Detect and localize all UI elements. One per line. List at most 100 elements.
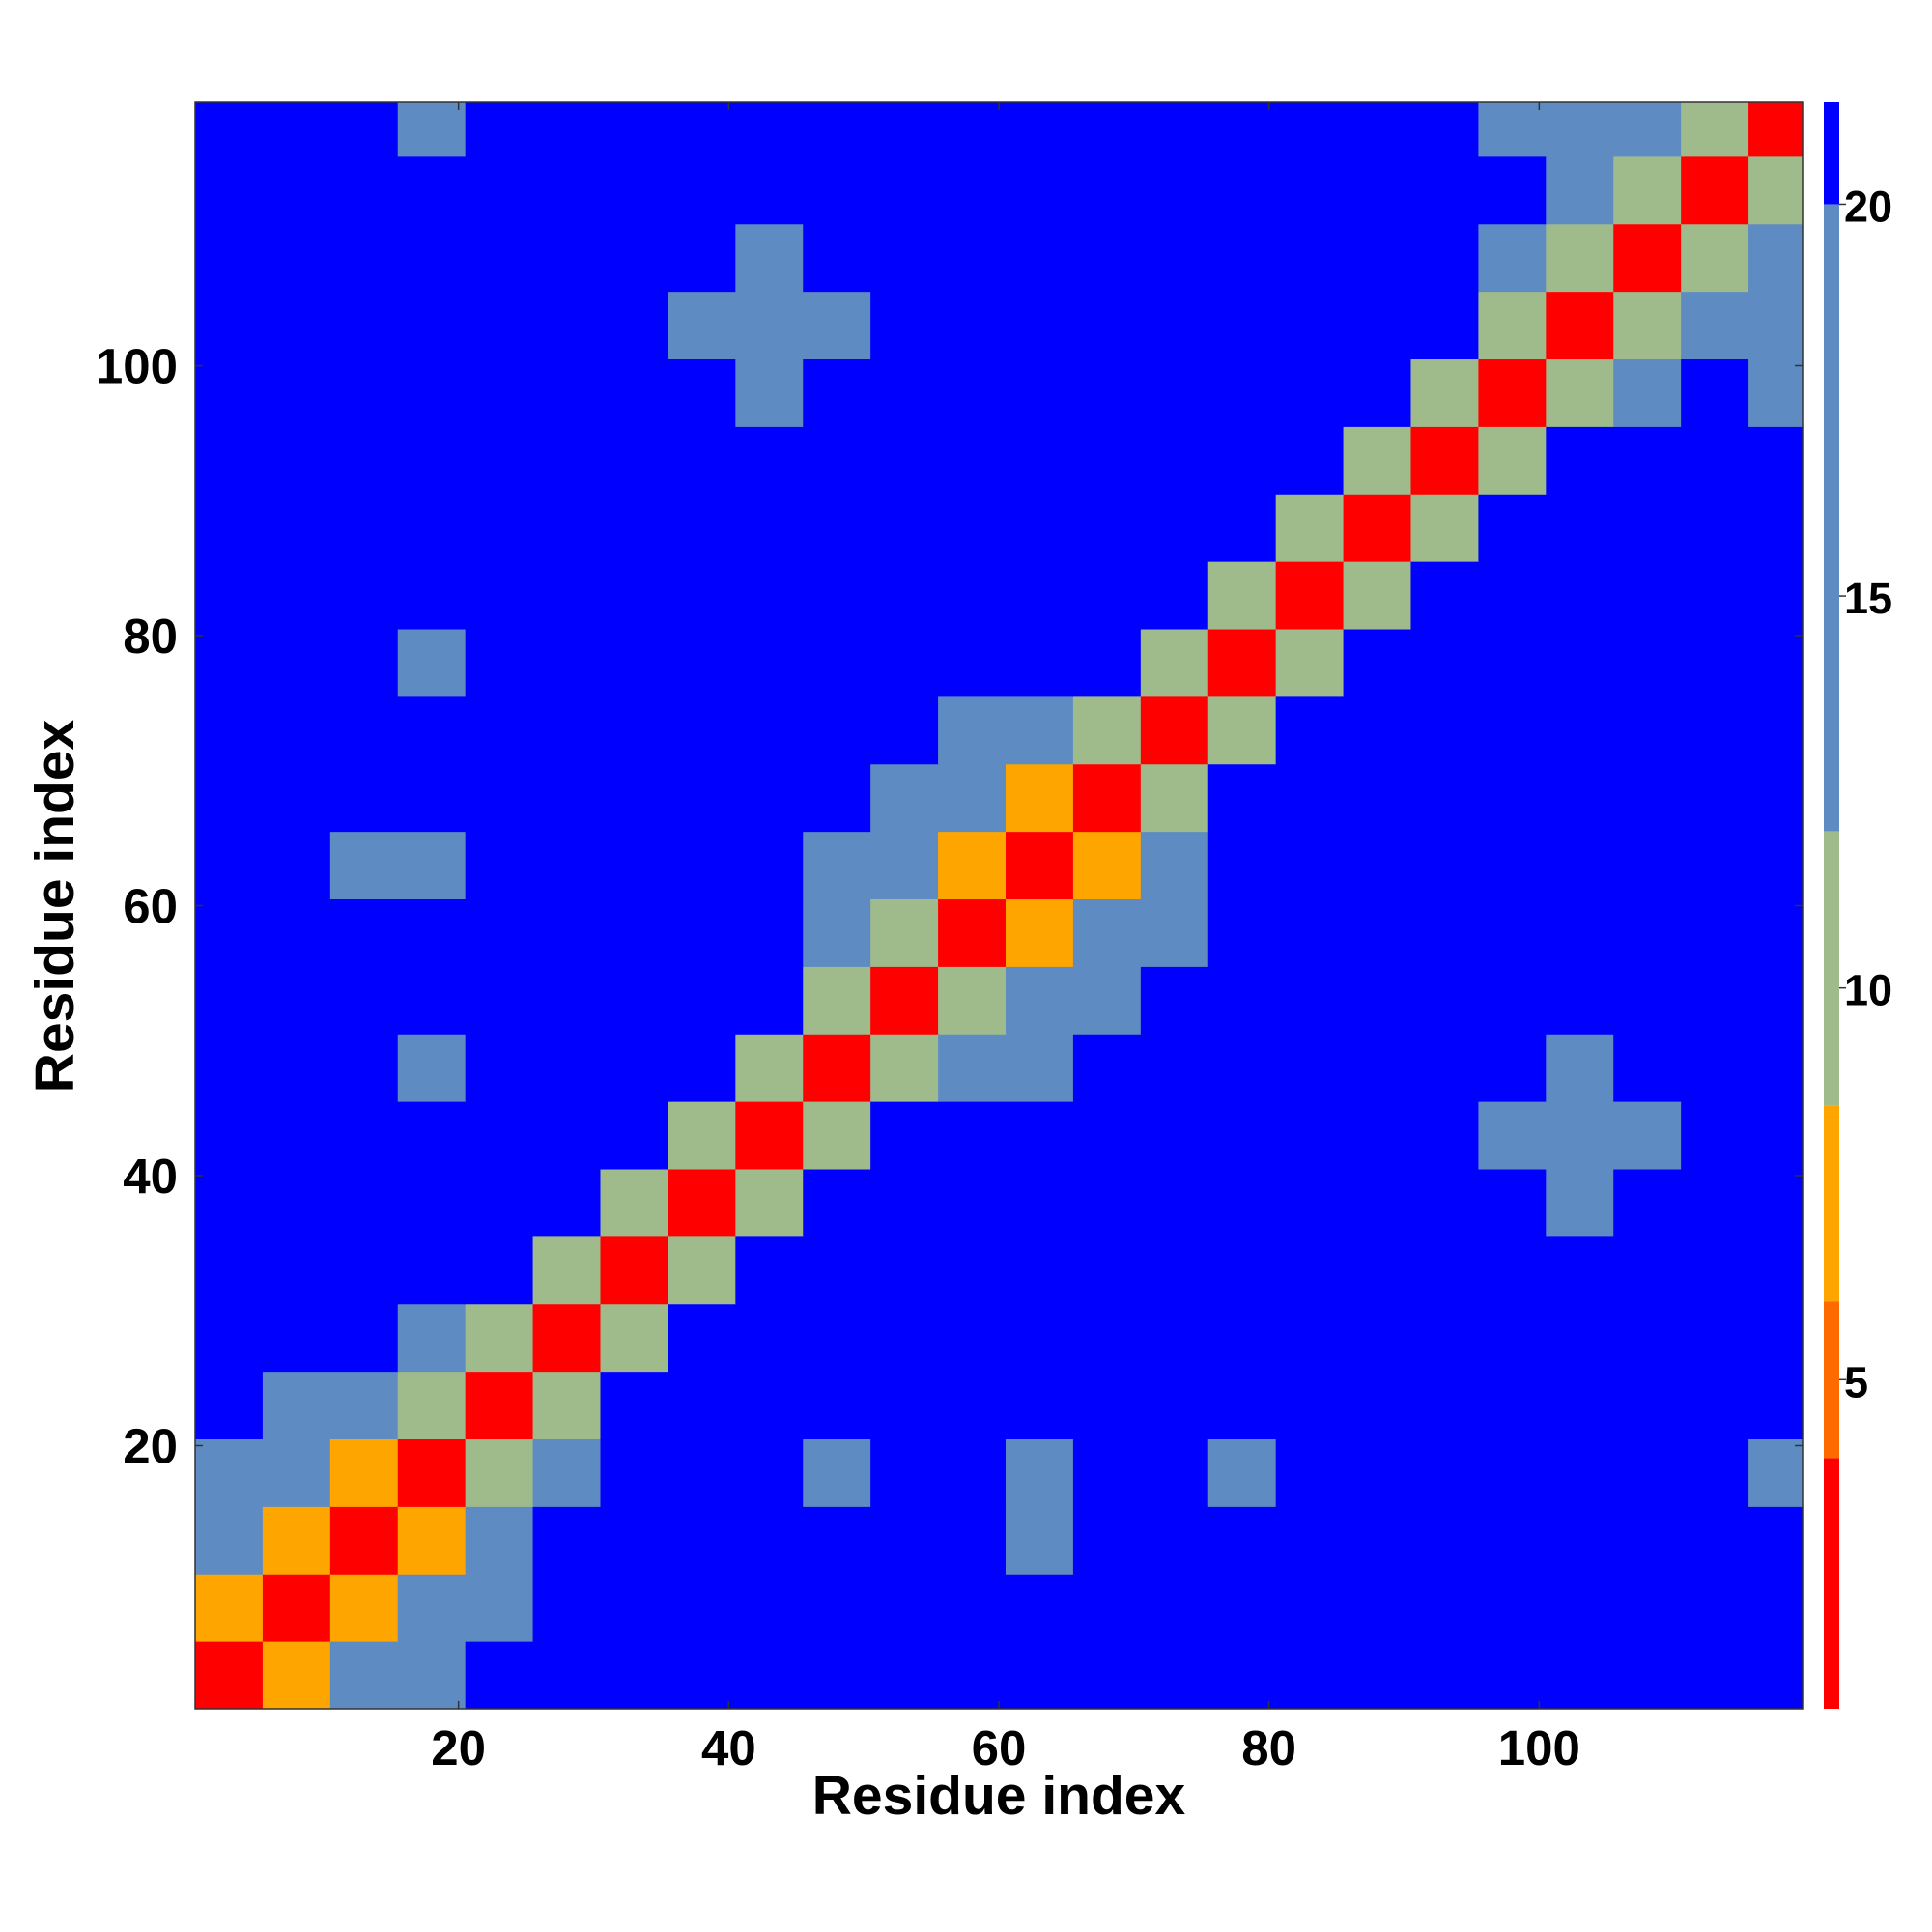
heatmap-cell (1275, 291, 1345, 360)
heatmap-cell (870, 1236, 939, 1305)
heatmap-cell (870, 1034, 939, 1102)
heatmap-cell (938, 1303, 1007, 1373)
heatmap-cell (532, 898, 601, 967)
heatmap-cell (1005, 1101, 1074, 1170)
heatmap-cell (1005, 1574, 1074, 1642)
heatmap-cell (1140, 1438, 1209, 1507)
heatmap-cell (1140, 291, 1209, 360)
heatmap-cell (1748, 291, 1804, 360)
heatmap-cell (465, 358, 534, 427)
heatmap-cell (1072, 1303, 1142, 1373)
heatmap-cell (1748, 831, 1804, 900)
heatmap-cell (1072, 156, 1142, 225)
heatmap-cell (870, 561, 939, 630)
heatmap-cell (735, 966, 804, 1035)
heatmap-cell (1478, 1303, 1547, 1373)
heatmap-cell (465, 494, 534, 562)
heatmap-cell (735, 831, 804, 900)
heatmap-cell (870, 358, 939, 427)
heatmap-cell (1140, 1169, 1209, 1237)
heatmap-cell (600, 696, 668, 765)
heatmap-cell (1748, 1641, 1804, 1710)
heatmap-cell (1140, 102, 1209, 157)
heatmap-cell (262, 358, 331, 427)
heatmap-cell (938, 1169, 1007, 1237)
heatmap-cell (1140, 1641, 1209, 1710)
heatmap-cell (262, 156, 331, 225)
heatmap-cell (329, 966, 399, 1035)
heatmap-cell (668, 426, 736, 495)
heatmap-cell (195, 1236, 264, 1305)
heatmap-cell (1140, 1574, 1209, 1642)
heatmap-cell (1343, 426, 1411, 495)
heatmap-cell (668, 1169, 736, 1237)
heatmap-cell (1072, 763, 1142, 833)
heatmap-cell (329, 102, 399, 157)
heatmap-cell (465, 1101, 534, 1170)
heatmap-cell (803, 1641, 871, 1710)
heatmap-cell (1005, 426, 1074, 495)
heatmap-cell (465, 629, 534, 697)
heatmap-cell (938, 966, 1007, 1035)
heatmap-cell (1748, 1169, 1804, 1237)
heatmap-cell (195, 291, 264, 360)
heatmap-cell (262, 426, 331, 495)
heatmap-cell (465, 426, 534, 495)
heatmap-cell (262, 1438, 331, 1507)
heatmap-cell (1681, 494, 1749, 562)
heatmap-cell (262, 1506, 331, 1575)
heatmap-cell (1343, 1371, 1411, 1440)
heatmap-cell (1748, 223, 1804, 293)
heatmap-cell (195, 494, 264, 562)
heatmap-cell (1748, 763, 1804, 833)
heatmap-cell (532, 1101, 601, 1170)
heatmap-cell (1478, 1034, 1547, 1102)
heatmap-cell (1275, 966, 1345, 1035)
heatmap-cell (1478, 358, 1547, 427)
heatmap-cell (1748, 1236, 1804, 1305)
heatmap-cell (1410, 1641, 1479, 1710)
heatmap-cell (1478, 1101, 1547, 1170)
heatmap-cell (532, 102, 601, 157)
heatmap-cell (1410, 831, 1479, 900)
heatmap-cell (1343, 898, 1411, 967)
heatmap-cell (397, 1641, 467, 1710)
heatmap-cell (1478, 696, 1547, 765)
heatmap-cell (1613, 966, 1682, 1035)
heatmap-cell (397, 1101, 467, 1170)
heatmap-cell (1613, 1506, 1682, 1575)
heatmap-cell (1681, 1438, 1749, 1507)
heatmap-cell (465, 223, 534, 293)
heatmap-cell (1410, 1101, 1479, 1170)
heatmap-cell (600, 1506, 668, 1575)
heatmap-cell (1072, 831, 1142, 900)
heatmap-cell (1546, 966, 1614, 1035)
heatmap-cell (262, 1574, 331, 1642)
heatmap-cell (1343, 223, 1411, 293)
heatmap-cell (1478, 1169, 1547, 1237)
heatmap-cell (1005, 966, 1074, 1035)
heatmap-cell (1546, 1303, 1614, 1373)
heatmap-cell (735, 696, 804, 765)
heatmap-cell (329, 1236, 399, 1305)
x-tick-label: 100 (1498, 1720, 1580, 1776)
heatmap-cell (1546, 291, 1614, 360)
heatmap-cell (397, 1034, 467, 1102)
x-tick-label: 40 (701, 1720, 756, 1776)
heatmap-cell (735, 223, 804, 293)
heatmap-cell (1140, 1034, 1209, 1102)
heatmap-cell (1072, 1236, 1142, 1305)
heatmap-cell (803, 629, 871, 697)
heatmap-cell (938, 494, 1007, 562)
heatmap-cell (1140, 1236, 1209, 1305)
heatmap-cell (1072, 1169, 1142, 1237)
heatmap-cell (1005, 1371, 1074, 1440)
heatmap-cell (870, 629, 939, 697)
heatmap-cell (1478, 831, 1547, 900)
heatmap-cell (1275, 156, 1345, 225)
heatmap-cell (465, 156, 534, 225)
heatmap-cell (1681, 426, 1749, 495)
heatmap-cell (262, 1641, 331, 1710)
heatmap-cell (465, 1641, 534, 1710)
